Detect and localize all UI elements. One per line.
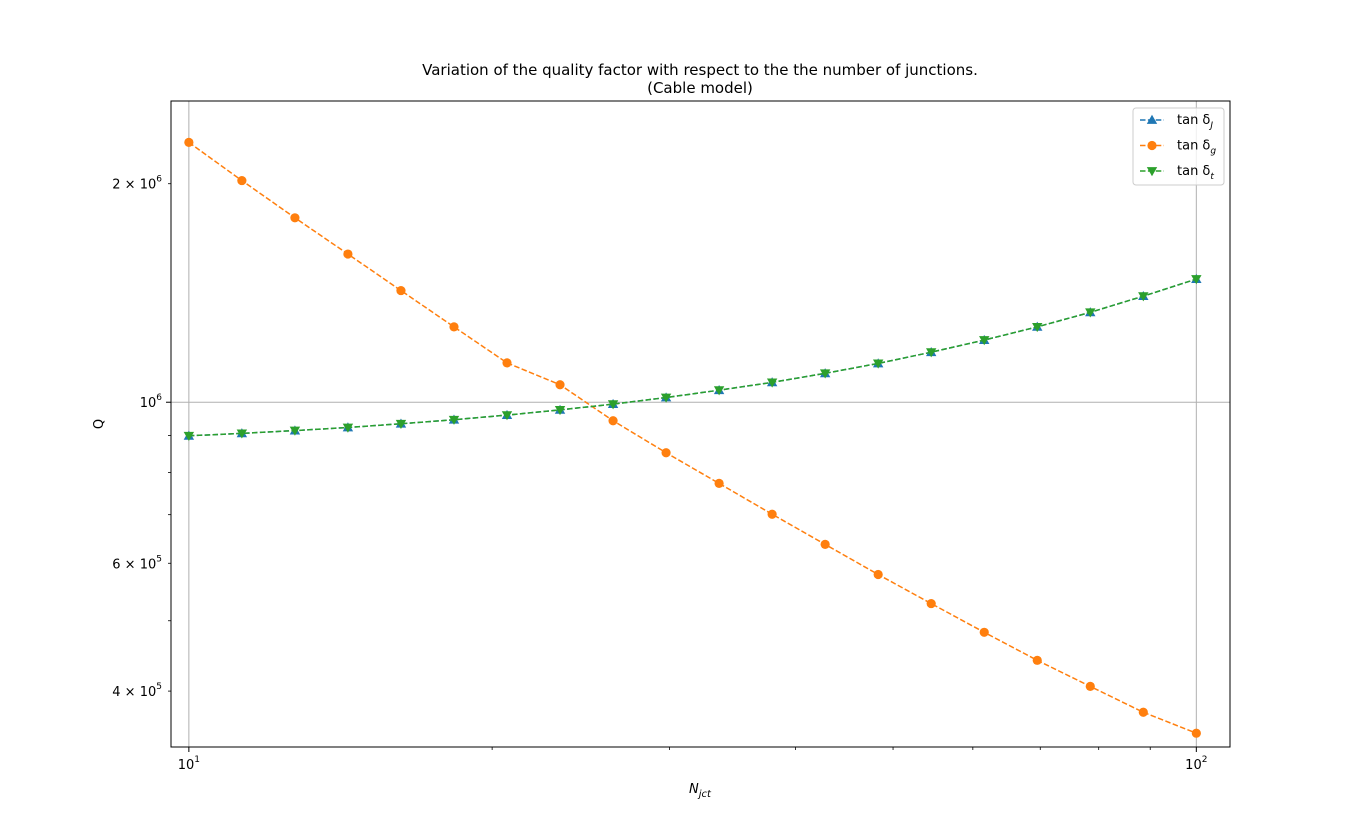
x-tick-label-exponent: 2 [1202, 755, 1208, 765]
y-tick-label-base: 10 [140, 685, 157, 700]
y-tick-label-base: 10 [140, 557, 157, 572]
x-tick-label-exponent: 1 [194, 755, 200, 765]
data-point-g [715, 479, 724, 488]
x-tick-label-base: 10 [1185, 758, 1202, 773]
data-point-g [237, 176, 246, 185]
y-minor-tick-label: 2 × 106 [112, 175, 162, 193]
y-tick-label-exponent: 6 [156, 393, 162, 403]
legend-label-base: tan δ [1177, 139, 1210, 154]
y-minor-tick-label: 4 × 105 [112, 682, 162, 700]
data-point-g [555, 380, 564, 389]
chart-subtitle: (Cable model) [647, 79, 753, 97]
data-point-g [449, 322, 458, 331]
data-point-g [821, 540, 830, 549]
y-tick-label-base: 10 [140, 396, 157, 411]
data-point-g [874, 570, 883, 579]
data-point-g [608, 416, 617, 425]
y-tick-label-mantissa: 4 × [112, 685, 139, 700]
data-point-g [980, 628, 989, 637]
legend-label-subscript: g [1210, 147, 1216, 157]
x-axis-label-base: N [689, 782, 699, 797]
legend-label-base: tan δ [1177, 164, 1210, 179]
data-point-g [1139, 708, 1148, 717]
y-tick-label-mantissa: 2 × [112, 178, 139, 193]
data-point-g [290, 213, 299, 222]
data-point-g [1192, 729, 1201, 738]
legend-label-subscript: t [1210, 172, 1214, 182]
y-tick-label-exponent: 5 [156, 682, 162, 692]
data-point-g [343, 249, 352, 258]
data-point-g [502, 358, 511, 367]
data-point-g [661, 448, 670, 457]
y-axis-label: Q [92, 419, 107, 429]
legend-marker-g [1147, 141, 1156, 150]
data-point-g [927, 599, 936, 608]
y-tick-label-exponent: 5 [156, 554, 162, 564]
y-tick-label-mantissa: 6 × [112, 557, 139, 572]
y-tick-label-exponent: 6 [156, 175, 162, 185]
data-point-g [1086, 682, 1095, 691]
x-axis-label-subscript: jct [697, 789, 712, 800]
legend-label-base: tan δ [1177, 113, 1210, 128]
y-minor-tick-label: 6 × 105 [112, 554, 162, 572]
data-point-g [768, 510, 777, 519]
data-point-g [1033, 656, 1042, 665]
chart-title: Variation of the quality factor with res… [422, 61, 978, 79]
data-point-g [396, 286, 405, 295]
data-point-g [184, 138, 193, 147]
y-tick-label-base: 10 [140, 178, 157, 193]
x-tick-label-base: 10 [178, 758, 195, 773]
